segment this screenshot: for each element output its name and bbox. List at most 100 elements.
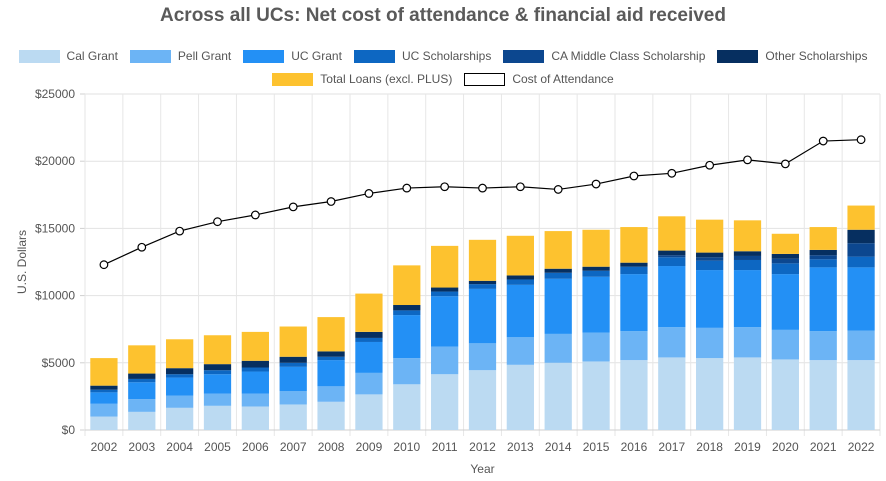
bar-segment[interactable] — [355, 394, 383, 430]
line-point[interactable] — [515, 182, 525, 192]
bar-segment[interactable] — [696, 327, 724, 359]
bar-segment[interactable] — [393, 265, 421, 306]
bar-segment[interactable] — [847, 256, 875, 268]
bar-segment[interactable] — [355, 331, 383, 338]
bar-segment[interactable] — [241, 360, 269, 368]
bar-segment[interactable] — [203, 370, 232, 375]
bar-segment[interactable] — [847, 267, 875, 331]
bar-segment[interactable] — [544, 231, 572, 269]
bar-segment[interactable] — [809, 267, 837, 332]
bar-segment[interactable] — [241, 331, 269, 361]
bar-segment[interactable] — [128, 399, 156, 412]
bar-segment[interactable] — [317, 360, 345, 387]
bar-segment[interactable] — [203, 393, 232, 406]
bar-segment[interactable] — [90, 416, 118, 430]
bar-segment[interactable] — [771, 329, 799, 360]
line-point[interactable] — [856, 135, 866, 145]
bar-segment[interactable] — [279, 356, 307, 363]
bar-segment[interactable] — [393, 315, 421, 359]
bar-segment[interactable] — [468, 288, 497, 344]
bar-segment[interactable] — [241, 371, 269, 394]
bar-segment[interactable] — [166, 368, 194, 375]
line-point[interactable] — [213, 217, 222, 227]
bar-segment[interactable] — [203, 335, 232, 365]
bar-segment[interactable] — [355, 293, 383, 332]
bar-segment[interactable] — [544, 272, 572, 279]
bar-segment[interactable] — [166, 395, 194, 408]
legend-item[interactable]: Cost of Attendance — [464, 72, 614, 86]
bar-segment[interactable] — [317, 351, 345, 357]
bar-segment[interactable] — [128, 382, 156, 400]
legend-item[interactable]: Other Scholarships — [717, 49, 867, 63]
bar-segment[interactable] — [696, 358, 724, 430]
line-point[interactable] — [629, 171, 639, 181]
bar-segment[interactable] — [658, 257, 686, 267]
line-point[interactable] — [780, 159, 790, 169]
bar-segment[interactable] — [90, 385, 118, 390]
bar-segment[interactable] — [468, 343, 497, 371]
line-point[interactable] — [250, 210, 260, 220]
line-point[interactable] — [402, 183, 412, 193]
bar-segment[interactable] — [809, 227, 837, 250]
bar-segment[interactable] — [696, 260, 724, 271]
bar-segment[interactable] — [771, 233, 799, 254]
bar-segment[interactable] — [468, 280, 497, 285]
bar-segment[interactable] — [544, 278, 572, 334]
bar-segment[interactable] — [431, 296, 459, 347]
bar-segment[interactable] — [166, 377, 194, 396]
bar-segment[interactable] — [582, 361, 610, 430]
bar-segment[interactable] — [241, 367, 269, 372]
bar-segment[interactable] — [620, 262, 648, 267]
bar-segment[interactable] — [506, 337, 534, 365]
legend-item[interactable]: Cal Grant — [18, 49, 118, 63]
bar-segment[interactable] — [809, 255, 837, 260]
legend-item[interactable]: UC Grant — [243, 49, 342, 63]
bar-segment[interactable] — [279, 391, 307, 405]
bar-segment[interactable] — [128, 411, 156, 430]
bar-segment[interactable] — [809, 331, 837, 361]
bar-segment[interactable] — [203, 374, 232, 394]
bar-segment[interactable] — [90, 392, 118, 404]
bar-segment[interactable] — [279, 362, 307, 367]
bar-segment[interactable] — [241, 406, 269, 430]
bar-segment[interactable] — [696, 257, 724, 261]
bar-segment[interactable] — [544, 268, 572, 273]
bar-segment[interactable] — [809, 249, 837, 256]
bar-segment[interactable] — [733, 259, 762, 271]
bar-segment[interactable] — [733, 357, 762, 430]
bar-segment[interactable] — [166, 407, 194, 430]
bar-segment[interactable] — [279, 366, 307, 392]
line-point[interactable] — [364, 189, 374, 198]
bar-segment[interactable] — [582, 266, 610, 271]
bar-segment[interactable] — [696, 270, 724, 328]
line-point[interactable] — [478, 183, 487, 193]
line-point[interactable] — [705, 160, 715, 170]
bar-segment[interactable] — [733, 220, 762, 252]
bar-segment[interactable] — [431, 287, 459, 292]
bar-segment[interactable] — [506, 364, 534, 430]
bar-segment[interactable] — [658, 216, 686, 251]
line-point[interactable] — [99, 260, 109, 270]
bar-segment[interactable] — [847, 243, 875, 257]
bar-segment[interactable] — [582, 229, 610, 267]
bar-segment[interactable] — [696, 252, 724, 258]
bar-segment[interactable] — [696, 219, 724, 253]
bar-segment[interactable] — [847, 205, 875, 230]
bar-segment[interactable] — [544, 362, 572, 430]
bar-segment[interactable] — [582, 332, 610, 362]
bar-segment[interactable] — [468, 239, 497, 281]
bar-segment[interactable] — [620, 331, 648, 361]
bar-segment[interactable] — [771, 258, 799, 264]
bar-segment[interactable] — [241, 393, 269, 407]
bar-segment[interactable] — [506, 279, 534, 285]
line-point[interactable] — [667, 168, 677, 178]
legend-item[interactable]: Pell Grant — [129, 49, 231, 63]
bar-segment[interactable] — [733, 270, 762, 328]
line-point[interactable] — [175, 226, 185, 236]
bar-segment[interactable] — [733, 251, 762, 256]
line-point[interactable] — [137, 242, 147, 252]
bar-segment[interactable] — [128, 378, 156, 383]
bar-segment[interactable] — [620, 360, 648, 430]
bar-segment[interactable] — [847, 330, 875, 361]
bar-segment[interactable] — [544, 333, 572, 363]
